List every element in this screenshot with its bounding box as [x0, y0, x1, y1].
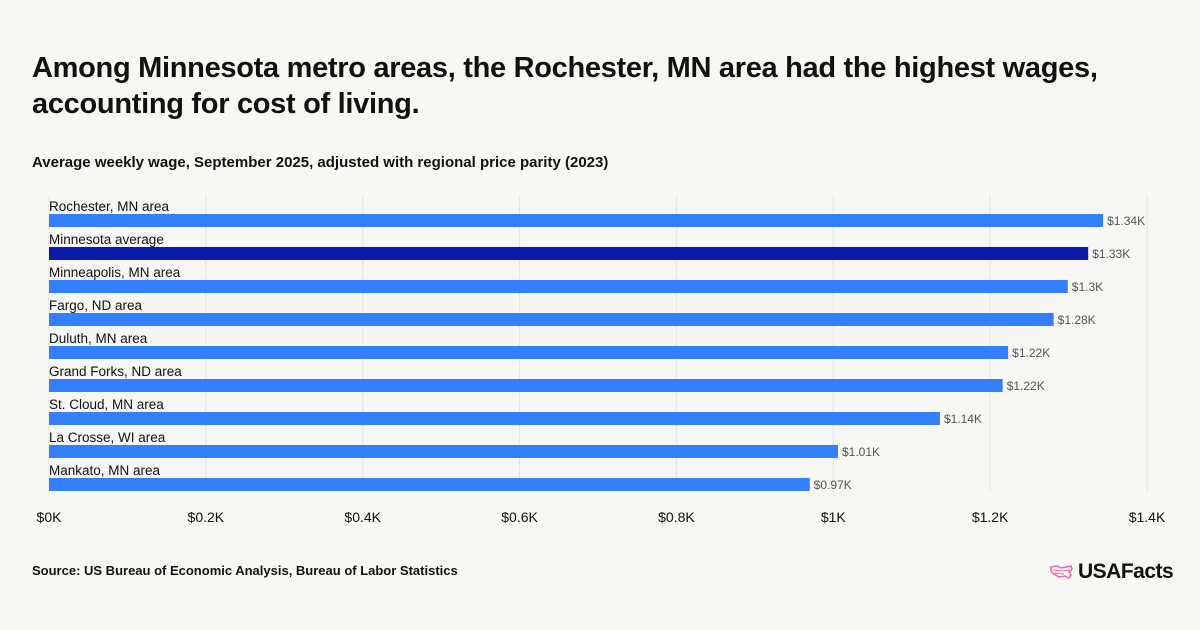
- data-label: $1.28K: [1058, 313, 1096, 327]
- category-label: Minnesota average: [49, 232, 164, 247]
- bar: [49, 313, 1054, 326]
- bar: [49, 478, 810, 491]
- data-label: $1.01K: [842, 445, 880, 459]
- x-tick-label: $1.2K: [972, 509, 1009, 525]
- x-tick-label: $0K: [37, 509, 63, 525]
- bar: [49, 280, 1068, 293]
- x-tick-label: $0.6K: [501, 509, 538, 525]
- chart-subtitle: Average weekly wage, September 2025, adj…: [32, 154, 609, 171]
- category-label: Minneapolis, MN area: [49, 265, 181, 280]
- bar: [49, 445, 838, 458]
- x-tick-label: $0.2K: [188, 509, 225, 525]
- category-label: Fargo, ND area: [49, 298, 143, 313]
- usa-map-icon: [1050, 565, 1073, 579]
- bar: [49, 412, 940, 425]
- data-label: $0.97K: [814, 478, 852, 492]
- bar: [49, 346, 1009, 359]
- x-tick-label: $1.4K: [1129, 509, 1166, 525]
- source-note: Source: US Bureau of Economic Analysis, …: [32, 563, 458, 578]
- category-label: La Crosse, WI area: [49, 430, 166, 445]
- category-label: St. Cloud, MN area: [49, 397, 164, 412]
- bar: [49, 247, 1089, 260]
- bar: [49, 214, 1104, 227]
- category-label: Grand Forks, ND area: [49, 364, 182, 379]
- data-label: $1.34K: [1107, 214, 1145, 228]
- bar: [49, 379, 1003, 392]
- data-label: $1.3K: [1072, 280, 1103, 294]
- data-label: $1.22K: [1007, 379, 1045, 393]
- logo-text: USAFacts: [1078, 560, 1174, 583]
- category-label: Mankato, MN area: [49, 463, 161, 478]
- x-tick-label: $1K: [821, 509, 847, 525]
- bar-chart: $0K $0.2K $0.4K $0.6K $0.8K $1K $1.2K $1.4K Roch…: [37, 195, 1166, 525]
- data-label: $1.14K: [944, 412, 982, 426]
- usafacts-logo: USAFacts: [1050, 560, 1174, 584]
- category-label: Duluth, MN area: [49, 331, 148, 346]
- category-label: Rochester, MN area: [49, 199, 170, 214]
- x-tick-label: $0.8K: [658, 509, 695, 525]
- x-tick-label: $0.4K: [344, 509, 381, 525]
- data-label: $1.22K: [1012, 346, 1050, 360]
- chart-title: Among Minnesota metro areas, the Rochest…: [32, 52, 1098, 120]
- data-label: $1.33K: [1092, 247, 1130, 261]
